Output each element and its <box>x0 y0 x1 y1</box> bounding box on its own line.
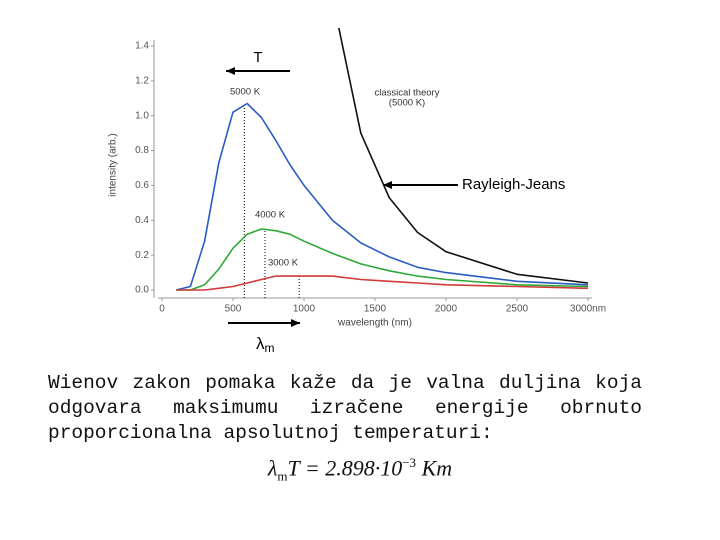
series-line <box>176 275 589 291</box>
y-tick-label: 1.2 <box>135 75 149 86</box>
y-tick-label: 0.2 <box>135 250 149 261</box>
y-tick-label: 1.4 <box>135 41 149 52</box>
formula-sub: m <box>277 468 288 484</box>
formula-symbol: λ <box>267 455 278 481</box>
series-line <box>176 102 589 291</box>
lambda-label: λm <box>256 334 275 355</box>
x-axis-label: wavelength (nm) <box>337 318 412 329</box>
series-line <box>176 228 589 291</box>
x-tick-label: 3000nm <box>570 304 606 315</box>
formula-exp: −3 <box>402 455 417 470</box>
chart: intensity (arb.) wavelength (nm) T Rayle… <box>108 28 606 355</box>
series-label: classical theory <box>375 88 440 99</box>
y-axis-label: intensity (arb.) <box>108 133 119 196</box>
y-tick-label: 0.4 <box>135 215 149 226</box>
x-tick-label: 500 <box>225 304 242 315</box>
lambda-symbol: λ <box>256 334 265 353</box>
arrowhead <box>291 319 300 327</box>
x-tick-label: 2500 <box>506 304 529 315</box>
y-tick-label: 0.6 <box>135 180 149 191</box>
arrowhead <box>383 181 392 189</box>
series-label: 3000 K <box>268 258 299 269</box>
x-tick-label: 2000 <box>435 304 458 315</box>
arrowhead <box>226 67 235 75</box>
paragraph: Wienov zakon pomaka kaže da je valna dul… <box>48 372 642 444</box>
series-label: (5000 K) <box>389 98 425 109</box>
t-label: T <box>253 49 262 66</box>
y-tick-label: 1.0 <box>135 110 149 121</box>
y-tick-label: 0.0 <box>135 285 149 296</box>
lambda-sub: m <box>265 341 275 355</box>
series-label: 5000 K <box>230 87 261 98</box>
y-tick-label: 0.8 <box>135 145 149 156</box>
formula-unit: Km <box>416 455 453 481</box>
x-tick-label: 1500 <box>364 304 387 315</box>
plot: 0.0 0.2 0.4 0.6 0.8 1.0 1.2 1.4 0 500 1000 1500 2000… <box>135 28 606 315</box>
formula-body: T = 2.898·10 <box>287 455 403 481</box>
x-tick-label: 1000 <box>293 304 316 315</box>
series-line <box>338 28 589 284</box>
formula: λmT = 2.898·10−3 Km <box>0 455 720 485</box>
x-tick-label: 0 <box>159 304 165 315</box>
curves <box>176 28 589 291</box>
series-label: 4000 K <box>255 210 286 221</box>
rj-label: Rayleigh-Jeans <box>462 176 565 193</box>
